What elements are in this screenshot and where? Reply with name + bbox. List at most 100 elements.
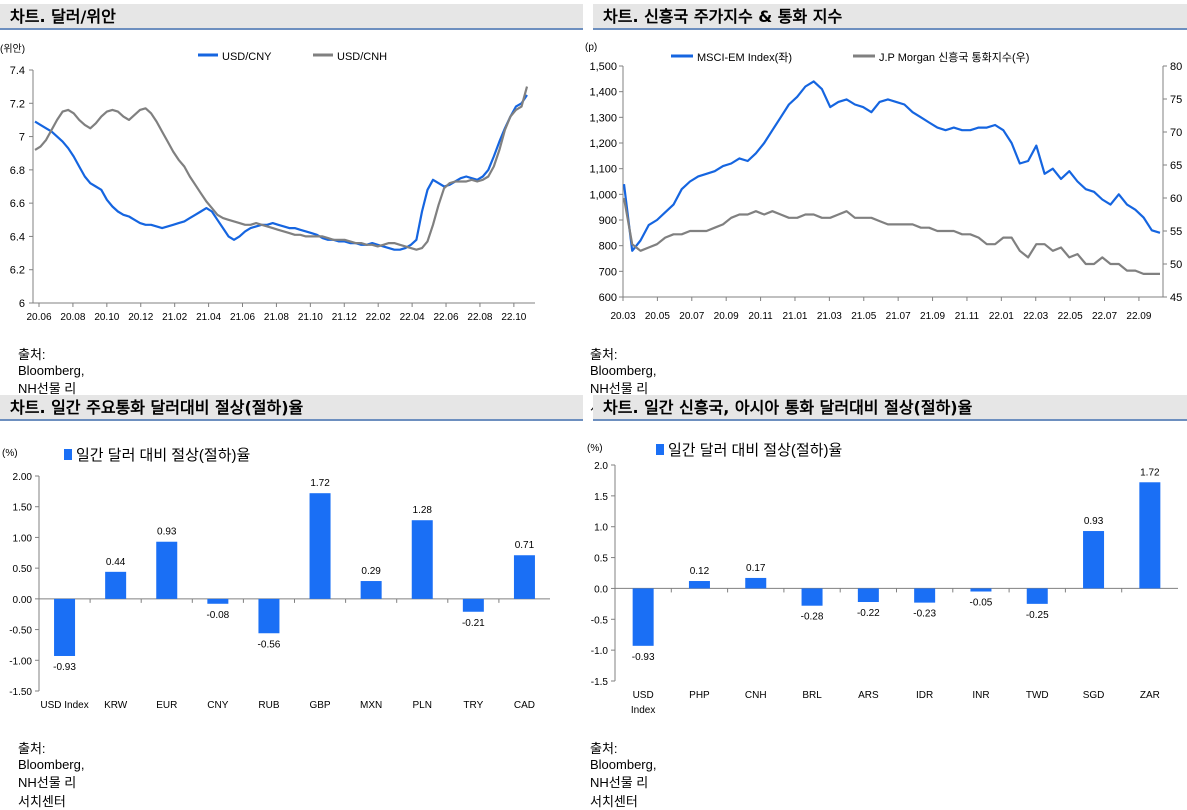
panel-title: 차트. 일간 신흥국, 아시아 통화 달러대비 절상(절하)율: [593, 395, 1187, 421]
bar-pln: [411, 520, 433, 599]
x-tick-label: IDR: [916, 690, 933, 701]
bar-cad: [513, 555, 535, 599]
x-tick-label: 20.07: [679, 311, 704, 322]
y-tick-label: 7.4: [10, 65, 25, 77]
data-label: 0.93: [157, 527, 177, 538]
x-tick-label: 22.04: [400, 312, 425, 323]
data-label: -0.93: [632, 652, 655, 663]
y-tick-label-right: 80: [1170, 61, 1182, 73]
unit-label: (위안): [0, 42, 25, 55]
data-label: -0.25: [1026, 610, 1049, 621]
legend-swatch: [64, 449, 72, 460]
y-tick-label: 0.50: [13, 564, 33, 575]
x-tick-label: PHP: [689, 690, 710, 701]
legend-label: 일간 달러 대비 절상(절하)율: [668, 442, 842, 459]
bar-cny: [207, 598, 229, 604]
data-label: 0.93: [1084, 516, 1104, 527]
y-tick-label: 0.00: [13, 595, 33, 606]
series-line-jpm-em-fx: [622, 197, 1160, 275]
bar-idr: [914, 588, 936, 603]
bar-ars: [857, 588, 879, 603]
y-tick-label-right: 65: [1170, 160, 1182, 172]
unit-label: (%): [587, 443, 603, 454]
panel-title: 차트. 일간 주요통화 달러대비 절상(절하)율: [0, 395, 583, 421]
x-tick-label: 21.09: [920, 311, 945, 322]
chart-source: 출처: Bloomberg, NH선물 리서치센터: [18, 741, 85, 809]
y-tick-label: 1.0: [594, 523, 608, 534]
x-tick-label: 21.02: [162, 312, 187, 323]
x-tick-label: Index: [631, 705, 655, 716]
x-tick-label: MXN: [360, 700, 382, 711]
y-tick-label-right: 55: [1170, 226, 1182, 238]
x-tick-label: SGD: [1083, 690, 1105, 701]
y-tick-label: -1.00: [9, 656, 32, 667]
x-tick-label: BRL: [802, 690, 822, 701]
y-tick-label: 7: [19, 132, 25, 144]
bar-sgd: [1083, 531, 1105, 589]
y-tick-label: 6.4: [10, 231, 25, 243]
legend-label: USD/CNY: [222, 51, 272, 63]
x-tick-label: 20.12: [128, 312, 153, 323]
bar-mxn: [360, 581, 382, 599]
x-tick-label: EUR: [156, 700, 177, 711]
x-tick-label: TRY: [463, 700, 483, 711]
bar-usd-index: [632, 588, 654, 646]
data-label: -0.22: [857, 608, 880, 619]
x-tick-label: 22.06: [434, 312, 459, 323]
x-tick-label: 22.02: [366, 312, 391, 323]
x-tick-label: 20.05: [645, 311, 670, 322]
y-tick-label-right: 60: [1170, 193, 1182, 205]
data-label: 0.17: [746, 563, 766, 574]
bar-twd: [1026, 588, 1048, 604]
bar-rub: [258, 598, 280, 634]
x-tick-label: 22.07: [1092, 311, 1117, 322]
data-label: -0.56: [258, 639, 281, 650]
data-label: 1.28: [413, 505, 433, 516]
y-tick-label-left: 1,000: [589, 189, 617, 201]
x-tick-label: 22.05: [1058, 311, 1083, 322]
y-tick-label-left: 600: [599, 292, 617, 304]
y-tick-label-left: 700: [599, 266, 617, 278]
y-tick-label: -0.50: [9, 626, 32, 637]
data-label: -0.08: [206, 610, 229, 621]
x-tick-label: 21.03: [817, 311, 842, 322]
bar-zar: [1139, 482, 1161, 589]
chart-em-fx: (%) 일간 달러 대비 절상(절하)율 -1.5 -1.0 -0.5 0.0 0.5 1.0…: [587, 442, 1178, 716]
x-tick-label: 21.07: [886, 311, 911, 322]
x-tick-label: 21.11: [955, 311, 980, 322]
y-tick-label-right: 70: [1170, 127, 1182, 139]
y-tick-label: -1.0: [591, 646, 609, 657]
y-tick-label-left: 1,200: [589, 138, 617, 150]
y-tick-label-right: 50: [1170, 259, 1182, 271]
chart-source: 출처: Bloomberg, NH선물 리서치센터: [590, 741, 657, 809]
x-tick-label: KRW: [104, 700, 128, 711]
y-tick-label: 1.50: [13, 503, 33, 514]
x-tick-label: 21.10: [298, 312, 323, 323]
legend-label: MSCI-EM Index(좌): [697, 51, 792, 64]
bar-gbp: [309, 493, 331, 599]
y-tick-label: 0.5: [594, 554, 608, 565]
unit-label: (%): [2, 448, 18, 459]
y-tick-label: 6: [19, 298, 25, 310]
y-tick-label: 1.5: [594, 492, 608, 503]
data-label: 0.44: [106, 557, 126, 568]
x-tick-label: 20.03: [610, 311, 635, 322]
x-tick-label: CNH: [745, 690, 767, 701]
series-line-usd-cny: [34, 94, 528, 251]
chart-major-fx: (%) 일간 달러 대비 절상(절하)율 -1.50 -1.00 -0.50 0.00 0.…: [2, 447, 550, 711]
unit-label: (p): [585, 42, 597, 53]
y-tick-label-left: 800: [599, 241, 617, 253]
y-tick-label-left: 1,500: [589, 61, 617, 73]
y-tick-label: -0.5: [591, 615, 609, 626]
y-tick-label: 2.0: [594, 461, 608, 472]
y-tick-label: -1.5: [591, 677, 609, 688]
x-tick-label: 20.08: [60, 312, 85, 323]
x-tick-label: GBP: [309, 700, 330, 711]
x-tick-label: USD Index: [40, 700, 88, 711]
bar-eur: [156, 541, 178, 599]
y-tick-label-left: 1,400: [589, 87, 617, 99]
x-tick-label: 22.09: [1126, 311, 1151, 322]
series-line-msci-em: [622, 80, 1161, 252]
legend-label: 일간 달러 대비 절상(절하)율: [76, 447, 250, 464]
y-tick-label: 6.2: [10, 265, 25, 277]
